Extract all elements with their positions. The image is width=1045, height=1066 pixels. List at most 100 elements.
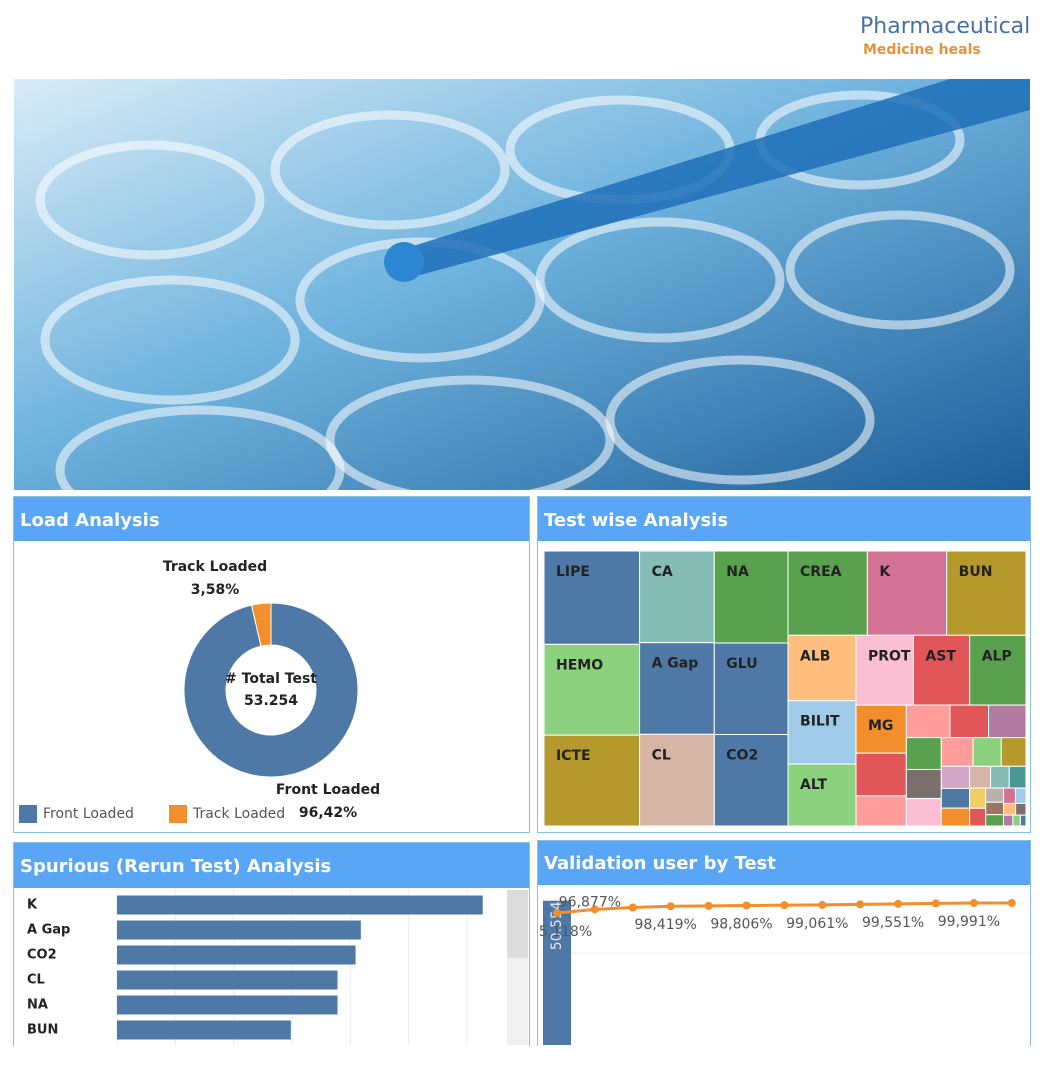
treemap-cell — [543, 550, 641, 645]
line-point — [969, 899, 978, 908]
bar — [117, 945, 356, 965]
treemap-cell — [905, 737, 942, 770]
treemap-cell — [905, 768, 942, 799]
treemap-cell — [1003, 814, 1014, 827]
point-label: 95,118% — [530, 924, 592, 940]
treemap-cell — [713, 734, 789, 827]
treemap-cell — [855, 634, 914, 706]
point-label: 98,419% — [635, 917, 697, 933]
treemap-cell — [1019, 814, 1027, 827]
treemap-label: BILIT — [800, 714, 840, 730]
slice-value: 3,58% — [191, 582, 240, 598]
treemap-cell — [985, 814, 1005, 827]
center-value: 53.254 — [244, 693, 298, 709]
treemap-cell — [639, 733, 715, 827]
scrollbar-thumb[interactable] — [507, 890, 528, 958]
donut-slice — [250, 602, 272, 647]
line-point — [1007, 899, 1016, 907]
line-point — [628, 903, 637, 912]
panel-title: Spurious (Rerun Test) Analysis — [20, 856, 331, 877]
treemap-label: AST — [925, 648, 956, 664]
treemap-cell — [543, 734, 641, 827]
treemap-label: GLU — [726, 656, 757, 672]
legend-label: Track Loaded — [192, 806, 285, 822]
donut-slice — [183, 602, 359, 778]
bar — [117, 995, 338, 1015]
treemap-cell — [866, 550, 948, 636]
treemap-label: ICTE — [556, 748, 591, 764]
treemap-label: PROT — [868, 648, 911, 664]
line-point — [742, 901, 751, 910]
legend-swatch — [19, 805, 37, 823]
bar — [543, 900, 571, 1045]
brand-title: Pharmaceutical — [860, 14, 1030, 39]
treemap-cell — [969, 634, 1027, 706]
treemap-cell — [855, 752, 907, 797]
treemap-cell — [990, 765, 1010, 789]
bar — [117, 895, 483, 915]
treemap-cell — [713, 550, 789, 644]
bar — [117, 1020, 291, 1040]
treemap-cell — [713, 642, 789, 736]
line-point — [553, 909, 561, 918]
panel-title: Test wise Analysis — [544, 510, 728, 531]
y-tick-label: CL — [27, 973, 45, 988]
treemap-cell — [972, 737, 1002, 767]
treemap-label: CO2 — [726, 748, 758, 764]
treemap-cell — [949, 704, 990, 739]
treemap-cell — [912, 634, 971, 706]
treemap-cell — [787, 634, 857, 702]
panel-title: Validation user by Test — [544, 853, 776, 874]
treemap-label: LIPE — [556, 564, 590, 580]
treemap-cell — [855, 704, 907, 754]
line-point — [780, 901, 789, 910]
treemap-cell — [1003, 787, 1016, 804]
treemap-cell — [543, 643, 641, 736]
treemap-label: ALB — [800, 648, 830, 664]
y-tick-label: BUN — [27, 1023, 58, 1038]
treemap-cell — [905, 704, 951, 739]
treemap-cell — [639, 642, 715, 735]
line-point — [856, 900, 865, 909]
treemap-cell — [1003, 802, 1017, 816]
treemap-cell — [855, 795, 907, 827]
treemap-cell — [969, 787, 987, 809]
treemap-label: ALT — [800, 777, 827, 793]
slice-label: Front Loaded — [276, 782, 380, 798]
treemap-cell — [787, 700, 857, 765]
line-point — [666, 902, 675, 911]
panel-title: Load Analysis — [20, 510, 160, 531]
line-point — [590, 905, 599, 914]
treemap-label: MG — [868, 718, 893, 734]
treemap-cell — [988, 704, 1027, 739]
hero-image — [14, 79, 1030, 490]
treemap-label: CREA — [800, 564, 842, 580]
panel-load — [13, 496, 530, 833]
point-label: 99,991% — [938, 914, 1000, 930]
treemap-cell — [1014, 787, 1027, 804]
treemap-cell — [985, 801, 1005, 816]
line-point — [894, 899, 903, 908]
treemap-cell — [1000, 737, 1027, 767]
y-tick-label: CO2 — [27, 948, 57, 963]
point-label: 99,061% — [786, 916, 848, 932]
treemap-cell — [1008, 765, 1027, 789]
treemap-label: NA — [726, 564, 749, 580]
point-label: 98,806% — [710, 916, 772, 932]
treemap-cell — [940, 765, 971, 789]
slice-label: Track Loaded — [163, 559, 267, 575]
treemap-label: A Gap — [652, 656, 699, 672]
point-label: 96,877% — [559, 894, 621, 910]
treemap-cell — [969, 807, 987, 827]
line-point — [818, 900, 827, 909]
y-tick-label: K — [27, 898, 38, 913]
bar — [117, 920, 361, 940]
brand-subtitle: Medicine heals — [863, 42, 981, 58]
treemap-label: ALP — [982, 648, 1012, 664]
treemap-label: K — [879, 564, 891, 580]
bar-plot: K A Gap CO2 CL NA BUN — [27, 888, 483, 1045]
line-point — [932, 899, 940, 908]
y-tick-label: A Gap — [27, 923, 70, 938]
